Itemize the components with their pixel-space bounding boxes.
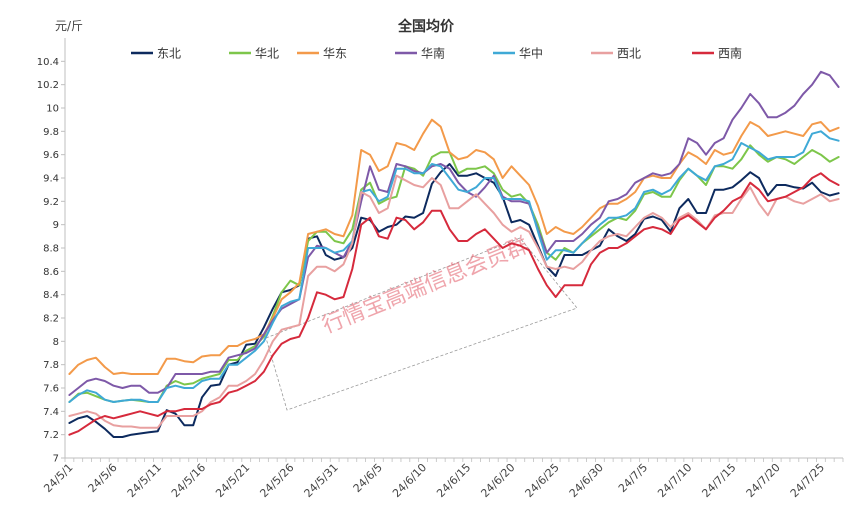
x-tick-label: 24/6/25 — [523, 461, 562, 500]
x-tick-label: 24/7/15 — [699, 461, 738, 500]
legend-label: 东北 — [157, 47, 181, 61]
legend-label: 华东 — [323, 47, 347, 61]
series-line-西北 — [68, 174, 840, 429]
x-tick-label: 24/5/1 — [41, 461, 75, 495]
legend-label: 西北 — [617, 47, 641, 61]
watermark-frame — [265, 237, 578, 411]
y-tick-label: 9.2 — [43, 197, 59, 208]
x-tick-label: 24/5/31 — [302, 461, 341, 500]
series-line-华南 — [68, 70, 840, 396]
x-tick-label: 24/5/11 — [125, 461, 164, 500]
series-line-西南 — [68, 172, 840, 436]
y-tick-label: 10.2 — [37, 80, 59, 91]
series-line-东北 — [68, 163, 840, 438]
y-tick-label: 9.4 — [43, 174, 59, 185]
y-tick-label: 10.4 — [37, 57, 59, 68]
x-tick-label: 24/7/25 — [788, 461, 827, 500]
y-tick-label: 9 — [53, 220, 59, 231]
series-line-华中 — [68, 130, 840, 403]
y-tick-label: 8.4 — [43, 290, 59, 301]
x-tick-label: 24/6/15 — [434, 461, 473, 500]
y-tick-label: 8.6 — [43, 267, 59, 278]
x-tick-label: 24/5/16 — [169, 461, 208, 500]
y-tick-label: 7 — [53, 454, 59, 465]
x-tick-label: 24/5/6 — [86, 461, 120, 495]
chart-title: 全国均价 — [397, 18, 455, 35]
y-tick-label: 7.2 — [43, 430, 59, 441]
y-tick-label: 10 — [46, 104, 59, 115]
series-lines — [68, 70, 840, 438]
series-line-华东 — [68, 118, 840, 375]
y-tick-label: 7.6 — [43, 384, 59, 395]
y-tick-label: 8 — [53, 337, 59, 348]
x-tick-label: 24/7/5 — [616, 461, 650, 495]
legend-label: 华北 — [255, 47, 279, 61]
y-tick-label: 9.8 — [43, 127, 59, 138]
y-tick-label: 7.8 — [43, 360, 59, 371]
legend: 东北 华北 华东 华南 华中 西北 西南 — [131, 46, 742, 61]
x-tick-label: 24/6/20 — [478, 461, 517, 500]
x-tick-label: 24/6/30 — [567, 461, 606, 500]
x-tick-label: 24/5/26 — [257, 461, 296, 500]
x-tick-label: 24/7/10 — [655, 461, 694, 500]
watermark: 行情宝高端信息会员群 — [265, 233, 578, 411]
x-tick-label: 24/6/10 — [390, 461, 429, 500]
legend-label: 西南 — [718, 46, 742, 61]
series-line-华北 — [68, 144, 840, 403]
y-tick-label: 9.6 — [43, 150, 59, 161]
legend-label: 华中 — [519, 46, 543, 61]
y-tick-label: 8.2 — [43, 314, 59, 325]
y-axis-unit: 元/斤 — [55, 19, 83, 33]
x-tick-label: 24/6/5 — [351, 461, 385, 495]
x-tick-label: 24/5/21 — [213, 461, 252, 500]
legend-label: 华南 — [421, 46, 445, 61]
x-tick-label: 24/7/20 — [744, 461, 783, 500]
y-tick-label: 7.4 — [43, 407, 59, 418]
y-tick-label: 8.8 — [43, 244, 59, 255]
y-axis: 7 7.2 7.4 7.6 7.8 8 8.2 8.4 8.6 8.8 9 9.2 9.4 9.6 9.8 1… — [37, 38, 66, 465]
x-axis: 24/5/1 24/5/6 24/5/11 24/5/16 24/5/21 24/5/26… — [41, 457, 844, 500]
